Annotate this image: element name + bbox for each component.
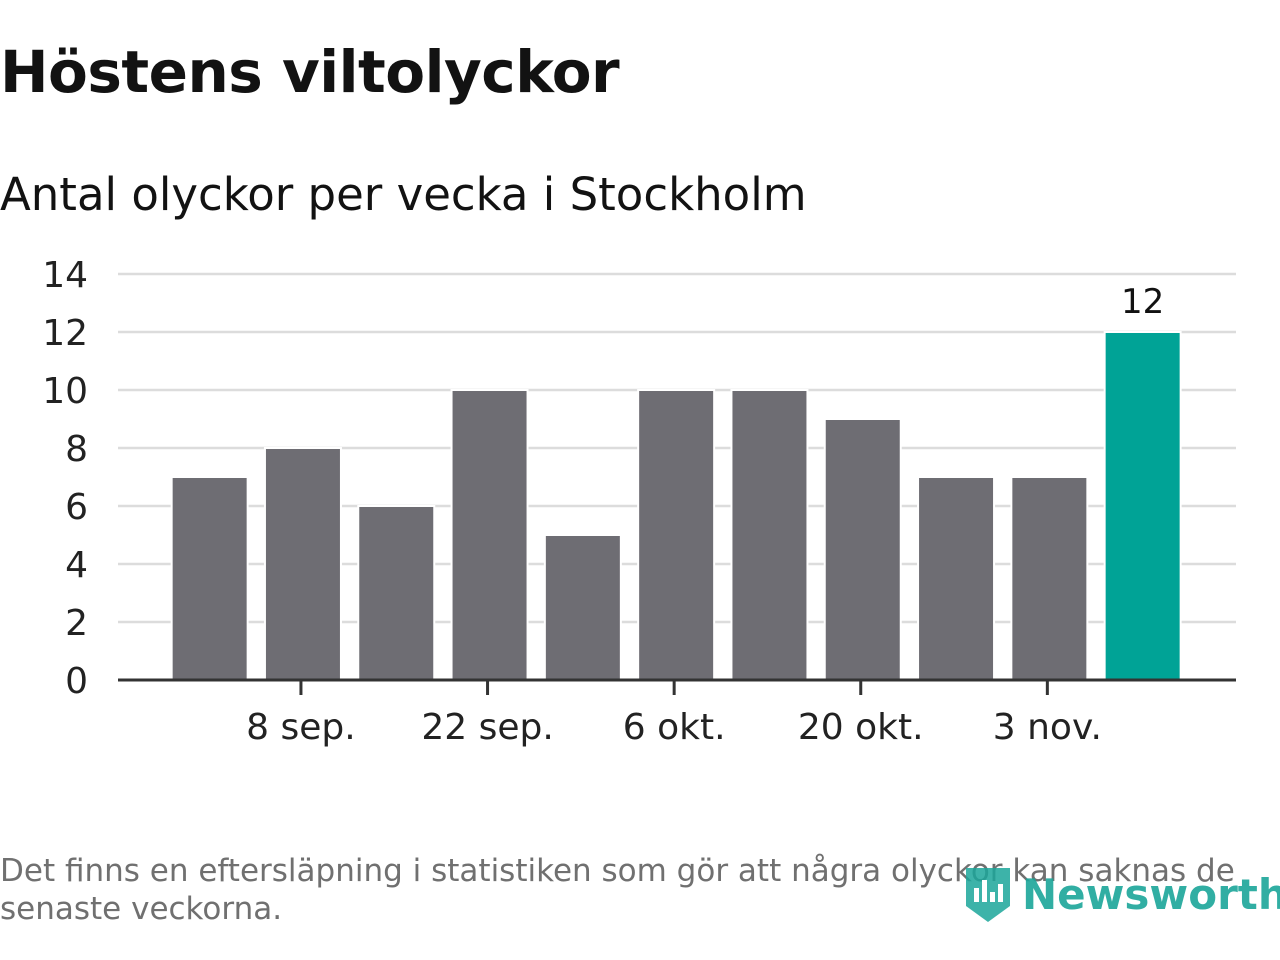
- bar-3-nov: [1010, 476, 1089, 681]
- bar-20-okt: [823, 418, 902, 681]
- y-tick-label: 0: [65, 661, 88, 702]
- bar-27-okt: [917, 476, 996, 681]
- y-tick-label: 10: [42, 371, 88, 412]
- y-tick-label: 4: [65, 545, 88, 586]
- bar-10-nov: [1103, 331, 1182, 681]
- x-axis: 8 sep. 22 sep. 6 okt. 20 okt. 3 nov.: [118, 678, 1236, 748]
- bar-29-sep: [543, 534, 622, 681]
- brand-logo: Newsworthy: [962, 862, 1280, 926]
- bars: [170, 331, 1182, 681]
- y-tick-label: 2: [65, 603, 88, 644]
- y-tick-label: 6: [65, 487, 88, 528]
- y-tick-label: 8: [65, 429, 88, 470]
- bar-6-okt: [637, 389, 716, 681]
- bar-value-label: 12: [1121, 282, 1164, 322]
- bar-13-okt: [730, 389, 809, 681]
- y-tick-label: 12: [42, 313, 88, 354]
- x-tick-label: 20 okt.: [798, 707, 924, 748]
- chart-subtitle: Antal olyckor per vecka i Stockholm: [0, 168, 807, 221]
- chart-title: Höstens viltolyckor: [0, 38, 620, 106]
- newsworthy-logo-icon: [966, 868, 1010, 922]
- x-tick-label: 8 sep.: [246, 707, 356, 748]
- brand-name: Newsworthy: [1022, 869, 1280, 919]
- x-tick-label: 6 okt.: [623, 707, 726, 748]
- x-tick-label: 3 nov.: [993, 707, 1102, 748]
- bar-1-sep: [170, 476, 249, 681]
- bar-22-sep: [450, 389, 529, 681]
- data-labels: 12: [1121, 282, 1164, 322]
- bar-chart: 0 2 4 6 8 10 12 14 8 sep. 22 sep. 6 okt. 20 okt. 3 …: [42, 255, 1236, 748]
- footnote: Det finns en eftersläpning i statistiken…: [0, 853, 1235, 927]
- bar-15-sep: [357, 505, 436, 681]
- bar-8-sep: [263, 447, 342, 681]
- y-tick-label: 14: [42, 255, 88, 296]
- x-tick-label: 22 sep.: [421, 707, 553, 748]
- y-axis-ticks: 0 2 4 6 8 10 12 14: [42, 255, 88, 702]
